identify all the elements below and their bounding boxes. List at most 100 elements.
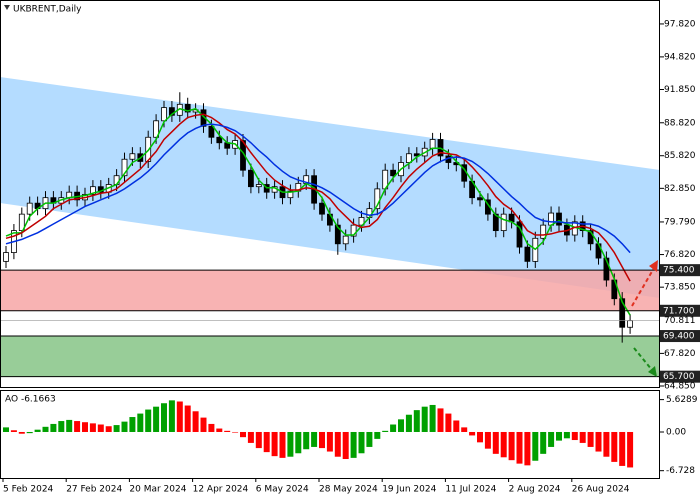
ao-bar [74, 421, 81, 432]
current-price-label: 70.811 [664, 316, 696, 326]
y-tick-label: 67.820 [664, 349, 696, 359]
ao-bar [50, 423, 57, 432]
ao-bar [421, 406, 428, 432]
ao-bar [445, 413, 452, 432]
ao-bar [398, 419, 404, 432]
ao-bar [34, 429, 41, 432]
y-tick-label: 88.820 [664, 118, 696, 128]
x-tick-label: 6 May 2024 [256, 485, 309, 495]
moving-average [5, 123, 631, 254]
ao-bar [89, 423, 96, 432]
ao-bar [232, 431, 239, 433]
candle-body [287, 190, 294, 199]
ao-bar [121, 421, 128, 432]
front-layer: 75.400 71.700 69.400 65.700 97.820 94.820 91.8… [0, 19, 700, 495]
ao-bar [579, 431, 586, 443]
y-tick-label: 79.790 [664, 217, 696, 227]
ao-bar [145, 409, 152, 432]
ao-bar [18, 431, 25, 434]
level-label-bg [660, 304, 700, 317]
x-tick-label: 12 Apr 2024 [193, 485, 249, 495]
ao-bar [587, 431, 594, 447]
x-tick-label: 20 Mar 2024 [129, 485, 186, 495]
ao-bar [287, 431, 294, 457]
ao-bar [200, 417, 207, 432]
candle-body [405, 153, 412, 163]
price-zone [0, 336, 660, 377]
ao-bar [66, 419, 73, 432]
ao-bar [311, 431, 318, 447]
ao-bar [10, 430, 17, 432]
ao-bar [532, 431, 539, 461]
ao-bar [319, 431, 325, 449]
x-tick-label: 11 Jul 2024 [445, 485, 496, 495]
back-layer [0, 76, 660, 377]
candle-body [129, 153, 136, 160]
ao-bar [137, 413, 144, 432]
ao-bar [153, 406, 160, 432]
ao-bar [492, 431, 499, 454]
ao-bar [477, 431, 483, 443]
ao-bar [129, 417, 136, 432]
ao-bar [469, 431, 476, 436]
candle-body [153, 120, 160, 138]
ao-bar [42, 426, 49, 432]
candle-body [90, 186, 96, 195]
ao-bar [563, 431, 570, 439]
candle-body [603, 257, 610, 281]
ao-bar [548, 431, 555, 447]
candle-body [184, 103, 191, 113]
level-label: 75.400 [663, 266, 695, 276]
forecast-down-arrow [633, 347, 653, 371]
ao-bar [516, 431, 523, 464]
price-zone [0, 270, 660, 311]
indicator-frame [0, 390, 660, 479]
candle-body [540, 224, 547, 239]
ao-bar [571, 431, 578, 441]
ao-bar [619, 431, 626, 466]
ao-bar [97, 424, 104, 432]
ao-bar [390, 424, 397, 432]
ao-bar [161, 403, 167, 432]
ao-bar [540, 431, 547, 454]
indicator-title: AO -6.1663 [5, 395, 56, 405]
forecast-up-arrow [631, 267, 655, 307]
y-tick-label: 73.850 [664, 283, 696, 293]
candle-body [168, 107, 175, 116]
candle-body [619, 298, 626, 328]
candle-body [216, 136, 223, 144]
candle-body [500, 213, 507, 232]
ao-bar [184, 405, 191, 432]
candle-body [556, 212, 562, 226]
ao-bar [524, 431, 531, 466]
candle-body [516, 221, 523, 248]
ao-bar [429, 404, 436, 432]
candle-body [161, 107, 167, 122]
arrow-head [648, 366, 657, 377]
level-label-bg [660, 370, 700, 383]
ao-bar [453, 420, 460, 432]
candle-body [477, 197, 483, 201]
ao-bar [413, 410, 420, 432]
ao-bar [295, 431, 302, 454]
candle-body [255, 184, 262, 188]
ao-bar [255, 431, 262, 449]
candle-body [247, 169, 254, 188]
candle-body [342, 235, 349, 245]
candle-body [334, 224, 341, 245]
ao-bar [405, 414, 412, 432]
ao-bar [58, 421, 65, 432]
ao-bar [113, 425, 120, 432]
ao-bar [3, 427, 9, 432]
ao-bar [382, 430, 389, 432]
candle-body [524, 246, 531, 262]
ao-bar [240, 431, 246, 438]
ao-bar [334, 431, 341, 457]
ao-bar [303, 431, 310, 450]
ao-bar [556, 431, 562, 441]
mid-layer [3, 92, 634, 468]
trend-channel [0, 76, 660, 299]
ao-bar [484, 431, 491, 449]
x-tick-label: 5 Feb 2024 [3, 485, 54, 495]
